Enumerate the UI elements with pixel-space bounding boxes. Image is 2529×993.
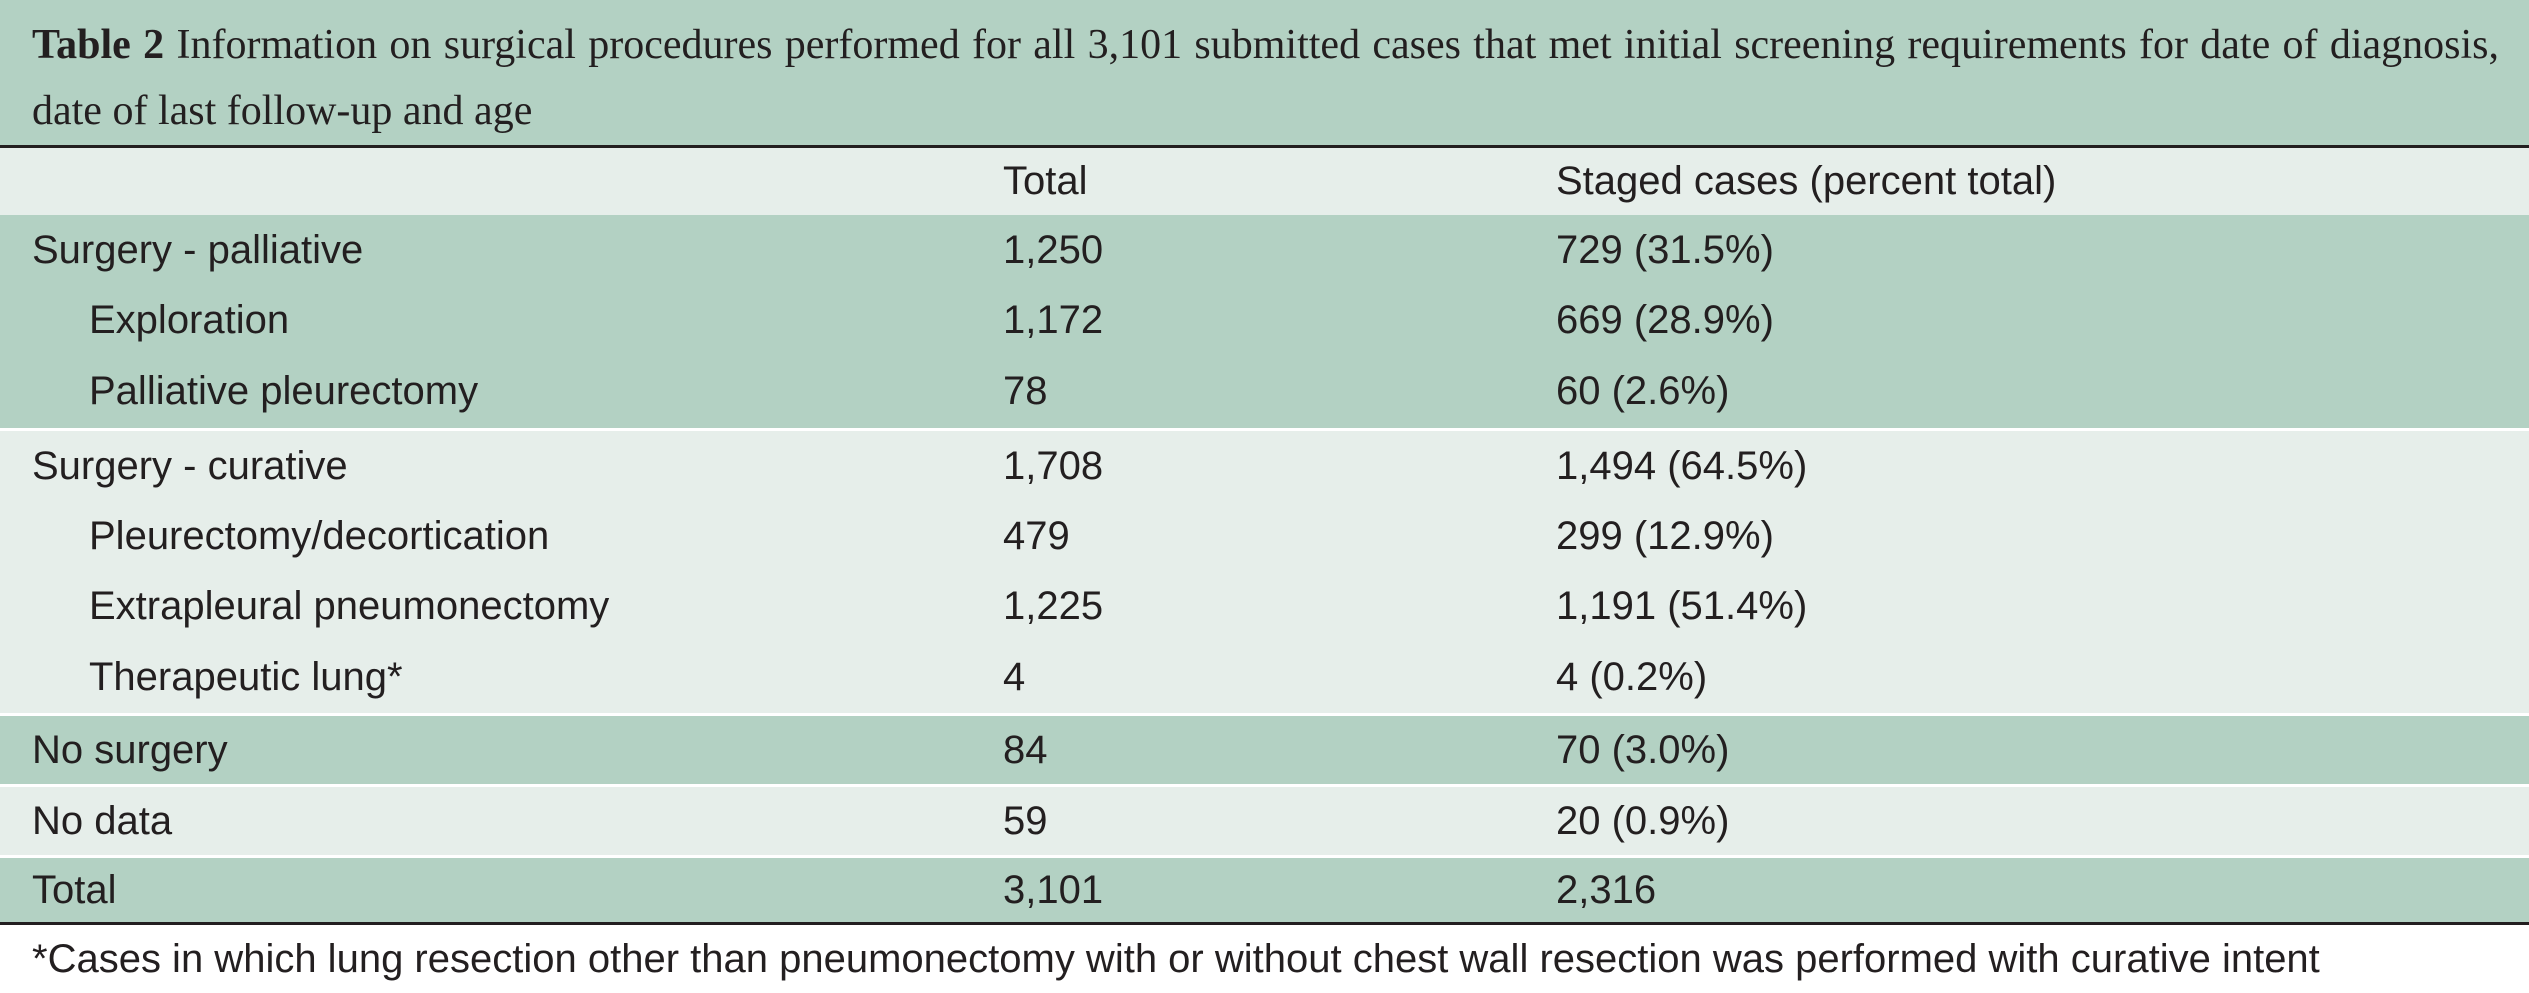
table-row: Therapeutic lung* 4 4 (0.2%): [0, 641, 2529, 713]
table-row: Surgery - curative 1,708 1,494 (64.5%): [0, 431, 2529, 501]
header-cell-total: Total: [1003, 159, 1088, 203]
row-staged: 729 (31.5%): [1556, 227, 1774, 272]
table-row: Palliative pleurectomy 78 60 (2.6%): [0, 355, 2529, 428]
table-row: Pleurectomy/decortication 479 299 (12.9%…: [0, 501, 2529, 571]
table-row: No data 59 20 (0.9%): [0, 787, 2529, 855]
row-staged: 4 (0.2%): [1556, 654, 1708, 699]
row-staged: 70 (3.0%): [1556, 727, 1730, 772]
row-label: Total: [32, 867, 117, 912]
bottom-rule: [0, 922, 2529, 925]
row-total: 1,708: [1003, 443, 1104, 488]
row-label: Exploration: [89, 297, 290, 342]
row-label: Pleurectomy/decortication: [89, 513, 550, 558]
row-staged: 2,316: [1556, 867, 1657, 912]
caption-text: Information on surgical procedures perfo…: [32, 22, 2500, 134]
header-cell-staged: Staged cases (percent total): [1556, 159, 2057, 203]
table-row: Surgery - palliative 1,250 729 (31.5%): [0, 215, 2529, 285]
top-rule: [0, 145, 2529, 148]
row-total: 1,172: [1003, 297, 1104, 342]
table-row: No surgery 84 70 (3.0%): [0, 716, 2529, 784]
row-staged: 20 (0.9%): [1556, 798, 1730, 843]
caption-label: Table 2: [32, 22, 165, 68]
row-label: Surgery - curative: [32, 443, 348, 488]
row-staged: 299 (12.9%): [1556, 513, 1774, 558]
row-separator: [0, 784, 2529, 787]
row-staged: 1,191 (51.4%): [1556, 583, 1808, 628]
row-total: 84: [1003, 727, 1048, 772]
row-separator: [0, 713, 2529, 716]
table-header-row: Total Staged cases (percent total): [0, 148, 2529, 215]
row-label: Therapeutic lung*: [89, 654, 403, 699]
row-total: 3,101: [1003, 867, 1104, 912]
table-caption: Table 2 Information on surgical procedur…: [0, 0, 2529, 145]
row-label: No data: [32, 798, 173, 843]
row-staged: 669 (28.9%): [1556, 297, 1774, 342]
table-row: Exploration 1,172 669 (28.9%): [0, 285, 2529, 355]
row-total: 59: [1003, 798, 1048, 843]
row-staged: 60 (2.6%): [1556, 369, 1730, 413]
row-label: Surgery - palliative: [32, 227, 364, 272]
table-total-row: Total 3,101 2,316: [0, 858, 2529, 922]
row-separator: [0, 428, 2529, 431]
row-staged: 1,494 (64.5%): [1556, 443, 1808, 488]
row-total: 78: [1003, 369, 1048, 413]
table-footnote: *Cases in which lung resection other tha…: [32, 936, 2320, 981]
row-label: Palliative pleurectomy: [89, 369, 479, 413]
table-row: Extrapleural pneumonectomy 1,225 1,191 (…: [0, 571, 2529, 641]
row-label: No surgery: [32, 727, 228, 772]
row-total: 479: [1003, 513, 1070, 558]
row-total: 4: [1003, 654, 1026, 699]
row-separator: [0, 855, 2529, 858]
row-total: 1,250: [1003, 227, 1104, 272]
row-total: 1,225: [1003, 583, 1104, 628]
row-label: Extrapleural pneumonectomy: [89, 583, 610, 628]
